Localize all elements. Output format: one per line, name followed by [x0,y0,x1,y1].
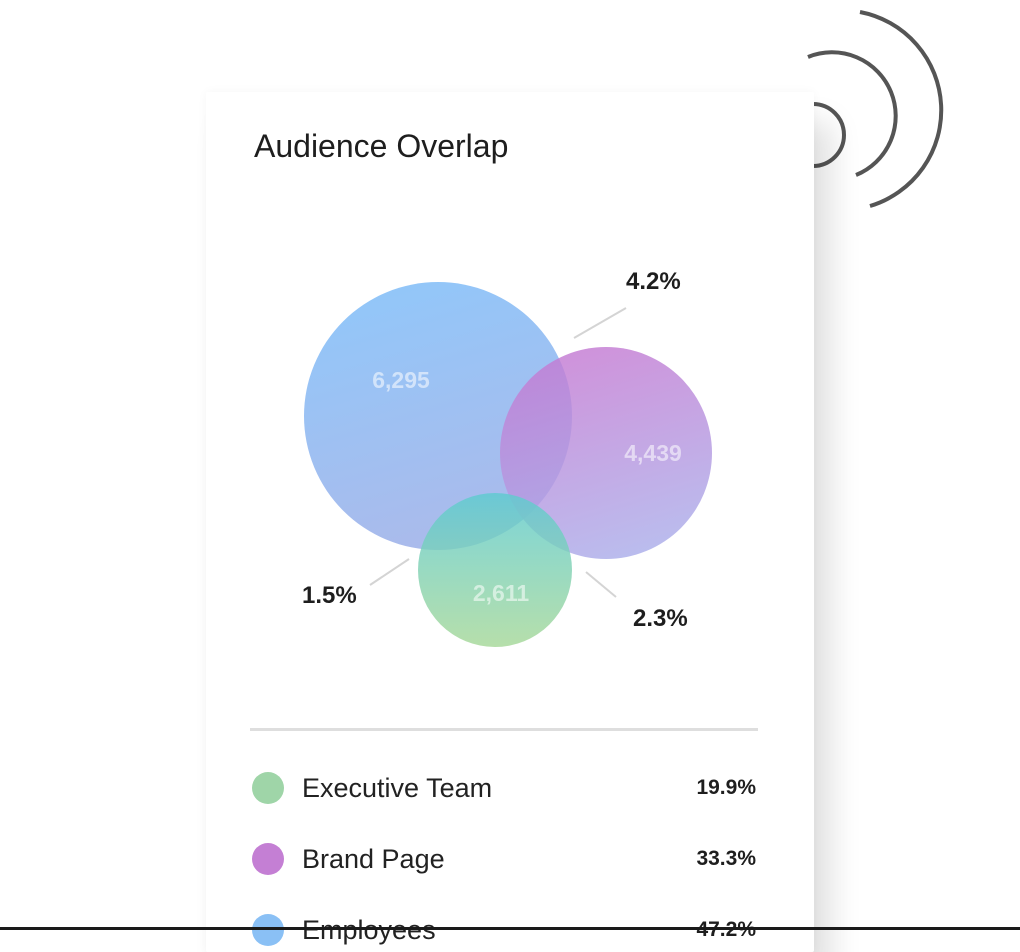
legend-value: 47.2% [696,918,756,942]
signal-waves-icon [807,10,944,208]
employees-swatch [252,914,284,946]
legend-item-executive-team: Executive Team 19.9% [252,768,760,808]
overlap-brand-executive-label: 2.3% [633,605,688,632]
legend-label: Employees [302,914,436,945]
executive-team-count-label: 2,611 [473,580,529,606]
executive-team-circle [418,493,572,647]
legend-item-employees: Employees 47.2% [252,910,760,950]
legend-value: 19.9% [696,776,756,799]
legend-item-brand-page: Brand Page 33.3% [252,839,760,879]
brand-page-count-label: 4,439 [624,440,682,466]
overlap-employees-executive-label: 1.5% [302,582,357,609]
card-title: Audience Overlap [254,128,509,164]
overlap-leader-line [585,571,617,598]
divider [250,728,758,731]
overlap-employees-brand-label: 4.2% [626,268,681,295]
brand-page-circle [500,347,712,559]
venn-chart: 6,295 4,439 2,611 4.2% 1.5% 2.3% [302,268,712,647]
brand-page-swatch [252,843,284,875]
employees-count-label: 6,295 [372,367,430,393]
overlap-leader-line [573,307,627,339]
overlap-leader-line [369,558,410,586]
legend-label: Brand Page [302,843,445,874]
legend-label: Executive Team [302,772,493,803]
executive-team-swatch [252,772,284,804]
legend-value: 33.3% [696,847,756,870]
audience-overlap-card: Audience Overlap 6,295 4,439 2,611 4.2% [206,92,814,952]
bottom-rule [0,927,1020,930]
